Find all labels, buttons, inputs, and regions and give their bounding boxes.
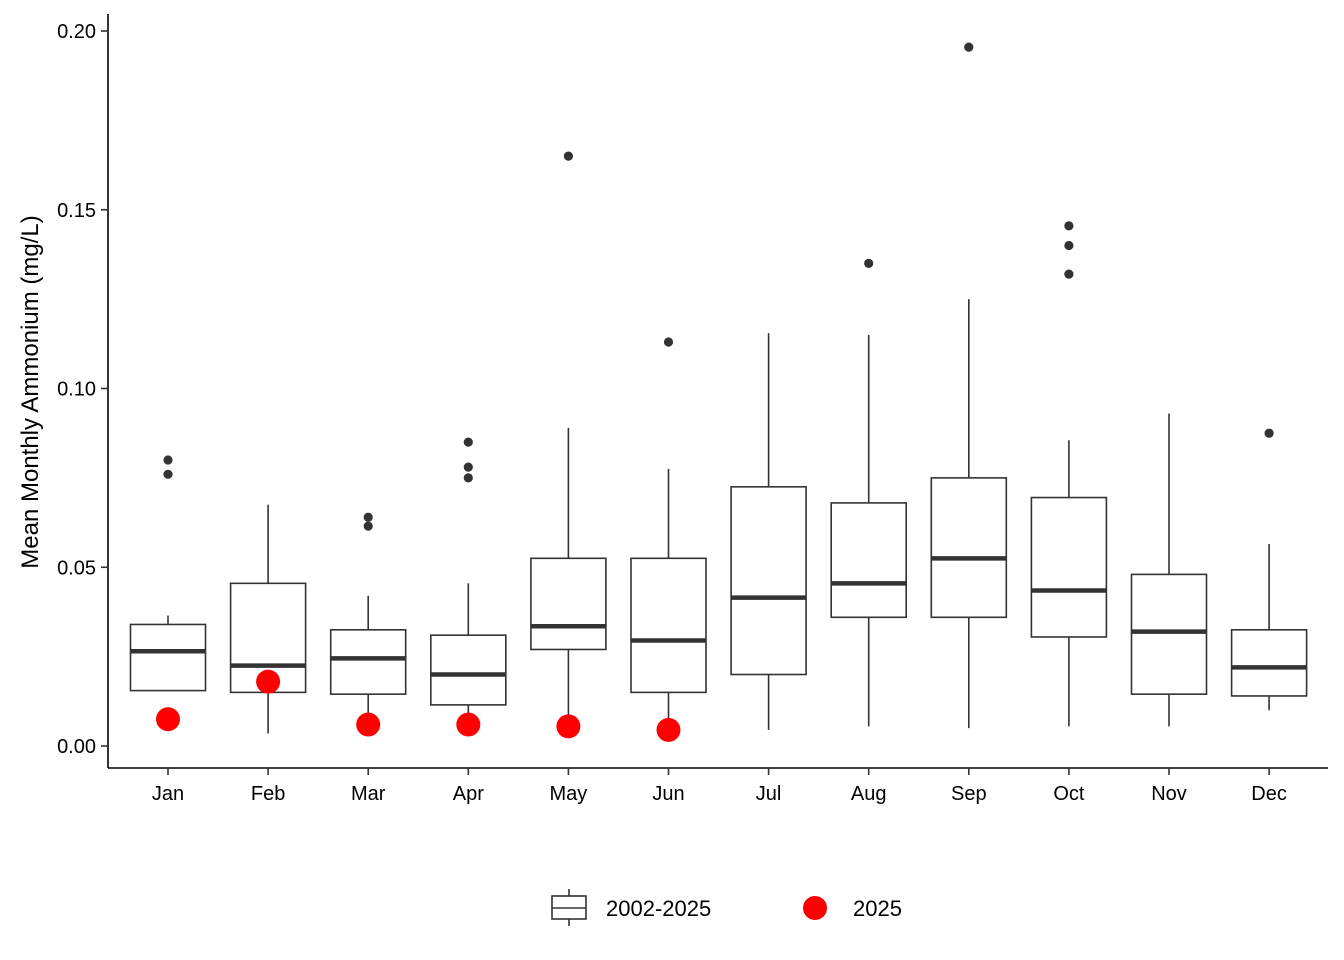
legend: 2002-2025 2025	[551, 889, 902, 926]
x-tick-label: Oct	[1053, 783, 1085, 805]
x-tick-label: Apr	[453, 783, 484, 805]
legend-point-key	[803, 896, 827, 920]
box-jun	[630, 337, 707, 736]
box-jul	[730, 333, 807, 730]
box-oct	[1030, 221, 1108, 727]
outlier-point	[363, 521, 373, 531]
box-may	[530, 151, 607, 730]
x-tick-label: Sep	[951, 783, 987, 805]
outlier-point	[463, 473, 473, 483]
x-tick-label: May	[550, 783, 588, 805]
point-2025-may	[556, 714, 581, 739]
box-jan	[129, 455, 207, 692]
iqr-box	[1230, 629, 1308, 697]
box-feb	[229, 504, 307, 734]
point-2025-feb	[256, 669, 281, 694]
y-tick-label: 0.05	[57, 557, 96, 579]
legend-label-boxplot: 2002-2025	[606, 896, 711, 921]
outlier-point	[1064, 221, 1074, 231]
box-aug	[830, 258, 908, 727]
point-2025-mar	[356, 712, 381, 737]
x-tick-label: Jul	[756, 783, 782, 805]
x-tick-label: Jan	[152, 783, 184, 805]
point-2025-jun	[656, 717, 681, 742]
box-nov	[1130, 413, 1208, 727]
y-axis-title: Mean Monthly Ammonium (mg/L)	[17, 215, 44, 568]
box-dec	[1230, 428, 1308, 711]
outlier-point	[363, 512, 373, 522]
outlier-point	[163, 469, 173, 479]
y-tick-label: 0.00	[57, 736, 96, 758]
outlier-point	[1064, 269, 1074, 279]
box-apr	[429, 437, 507, 725]
iqr-box	[930, 477, 1008, 619]
iqr-box	[329, 629, 407, 695]
boxes-layer	[129, 42, 1308, 736]
iqr-box	[1030, 496, 1108, 638]
outlier-point	[1264, 428, 1274, 438]
axes-layer: 0.00 0.05 0.10 0.15 0.20 Jan Feb Mar Apr May Jun Ju…	[57, 14, 1328, 805]
y-tick-label: 0.15	[57, 200, 96, 222]
x-tick-label: Aug	[851, 783, 887, 805]
outlier-point	[563, 151, 574, 161]
point-2025-jan	[156, 707, 180, 732]
y-tick-label: 0.20	[57, 21, 96, 43]
points-layer	[156, 669, 681, 742]
outlier-point	[1064, 240, 1074, 251]
y-tick-label: 0.10	[57, 379, 96, 401]
iqr-box	[730, 486, 807, 676]
outlier-point	[463, 462, 473, 472]
legend-label-point: 2025	[853, 896, 902, 921]
iqr-box	[630, 557, 707, 694]
box-mar	[329, 512, 407, 723]
outlier-point	[163, 455, 173, 465]
iqr-box	[1130, 573, 1208, 695]
outlier-point	[463, 437, 473, 447]
iqr-box	[429, 634, 507, 706]
iqr-box	[830, 502, 908, 619]
outlier-point	[964, 42, 974, 52]
x-tick-label: Nov	[1151, 783, 1187, 805]
legend-box-key	[551, 889, 587, 926]
outlier-point	[663, 337, 674, 347]
x-tick-label: Dec	[1251, 783, 1287, 805]
iqr-box	[530, 557, 607, 651]
x-tick-label: Jun	[652, 783, 684, 805]
x-tick-label: Feb	[251, 783, 285, 805]
outlier-point	[864, 258, 874, 268]
iqr-box	[129, 623, 207, 692]
box-sep	[930, 42, 1008, 729]
point-2025-apr	[456, 712, 481, 737]
x-tick-label: Mar	[351, 783, 386, 805]
